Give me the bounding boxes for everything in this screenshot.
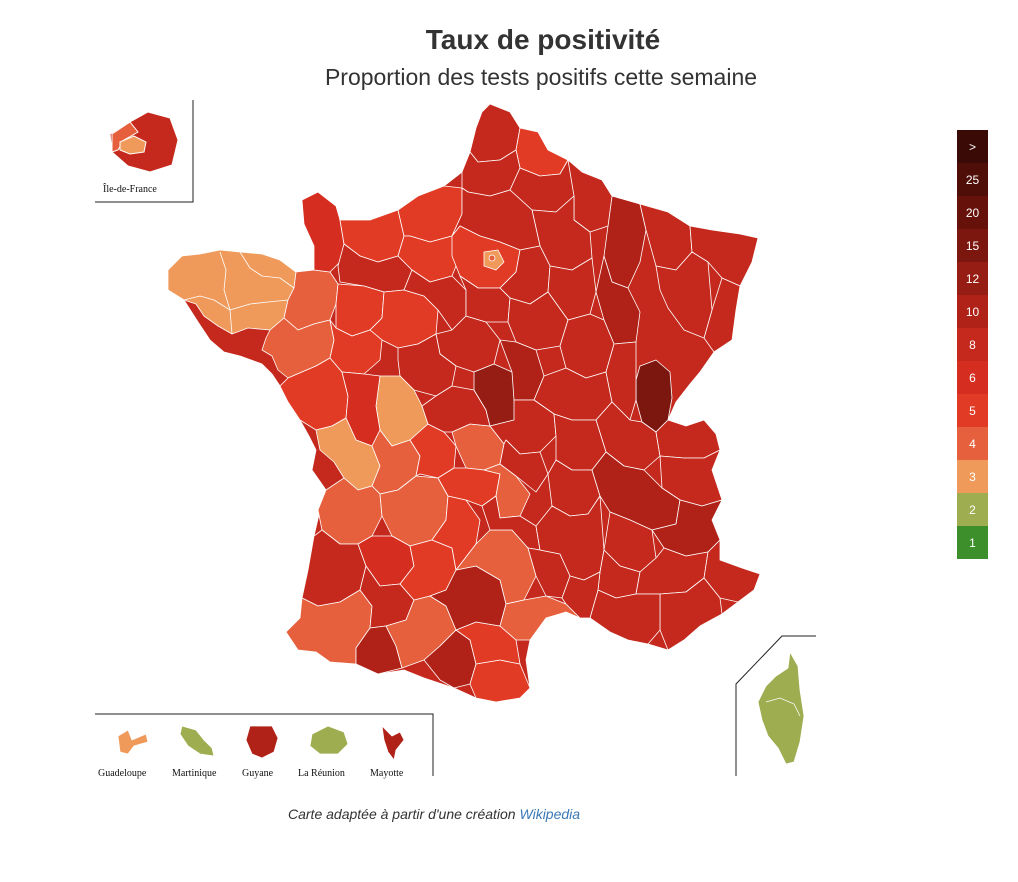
martinique-label: Martinique bbox=[172, 768, 217, 779]
guyane-shape[interactable] bbox=[245, 725, 279, 759]
legend-swatch: 8 bbox=[957, 328, 988, 361]
legend-swatch: 6 bbox=[957, 361, 988, 394]
dom-inset[interactable]: Guadeloupe Martinique Guyane La Réunion … bbox=[98, 724, 405, 779]
idf-inset-frame bbox=[95, 100, 194, 203]
guyane-label: Guyane bbox=[242, 768, 274, 779]
legend-swatch: 25 bbox=[957, 163, 988, 196]
legend-swatch: 2 bbox=[957, 493, 988, 526]
map-subtitle: Proportion des tests positifs cette sema… bbox=[324, 64, 758, 90]
corse-region[interactable] bbox=[757, 650, 805, 765]
legend-swatch: 10 bbox=[957, 295, 988, 328]
reunion-label: La Réunion bbox=[298, 768, 345, 779]
legend-swatch: 3 bbox=[957, 460, 988, 493]
legend-swatch: 1 bbox=[957, 526, 988, 559]
guadeloupe-shape[interactable] bbox=[117, 729, 149, 755]
idf-inset-label: Île-de-France bbox=[103, 183, 157, 195]
wikipedia-link[interactable]: Wikipedia bbox=[519, 806, 581, 822]
reunion-shape[interactable] bbox=[309, 725, 349, 755]
mayotte-label: Mayotte bbox=[370, 768, 404, 779]
legend-swatch: 12 bbox=[957, 262, 988, 295]
legend-swatch: 5 bbox=[957, 394, 988, 427]
mainland-departments[interactable] bbox=[167, 103, 761, 703]
dom-inset-frame bbox=[95, 713, 434, 776]
legend-swatch: 15 bbox=[957, 229, 988, 262]
color-legend: > 25 20 15 12 10 8 6 5 4 3 2 1 bbox=[957, 130, 988, 559]
map-title: Taux de positivité bbox=[425, 24, 661, 55]
martinique-shape[interactable] bbox=[179, 725, 215, 757]
guadeloupe-label: Guadeloupe bbox=[98, 768, 147, 779]
legend-swatch: 20 bbox=[957, 196, 988, 229]
credit-line: Carte adaptée à partir d'une création Wi… bbox=[288, 806, 580, 822]
corse-inset-frame bbox=[735, 635, 816, 776]
legend-swatch: 4 bbox=[957, 427, 988, 460]
idf-inset[interactable]: Île-de-France bbox=[103, 111, 179, 195]
mayotte-shape[interactable] bbox=[381, 724, 405, 761]
credit-text: Carte adaptée à partir d'une création bbox=[288, 806, 516, 822]
legend-swatch: > bbox=[957, 130, 988, 163]
